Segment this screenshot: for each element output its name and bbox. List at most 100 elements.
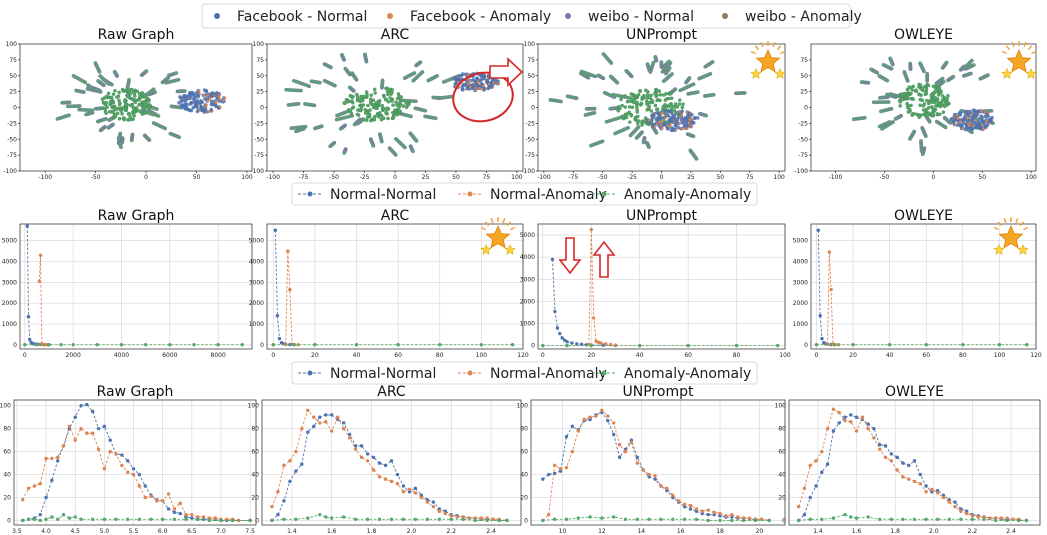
y-tick-label: 0 bbox=[13, 342, 17, 349]
facebook-normal-point bbox=[971, 108, 976, 113]
data-point bbox=[192, 343, 196, 347]
star-badge-icon-ray bbox=[484, 221, 490, 227]
legend-row2-marker-aa bbox=[601, 370, 607, 376]
data-point bbox=[401, 517, 406, 521]
cluster-point bbox=[921, 152, 925, 156]
facebook-anomaly-point bbox=[966, 116, 969, 120]
cluster-point bbox=[603, 91, 607, 95]
plot-frame bbox=[537, 223, 786, 350]
star-badge-icon-ray bbox=[754, 45, 760, 51]
data-point bbox=[296, 343, 300, 347]
cluster-point bbox=[696, 90, 700, 94]
cluster-point bbox=[668, 66, 672, 70]
data-point bbox=[589, 343, 593, 348]
core-point bbox=[629, 92, 634, 96]
cluster-point bbox=[629, 133, 633, 137]
data-point bbox=[820, 336, 824, 341]
facebook-normal-point bbox=[474, 83, 479, 88]
data-point bbox=[347, 432, 352, 437]
y-tick-label: 25 bbox=[9, 89, 17, 96]
y-tick-label: 2000 bbox=[2, 300, 17, 307]
star-badge-icon-small-0 bbox=[993, 243, 1005, 255]
cluster-point bbox=[589, 144, 593, 148]
series-normal-anomaly bbox=[825, 250, 841, 347]
cluster-point bbox=[566, 94, 570, 98]
data-point bbox=[38, 512, 42, 517]
cluster-point bbox=[177, 78, 181, 82]
data-point bbox=[377, 461, 382, 465]
cluster-point bbox=[659, 60, 663, 64]
core-point bbox=[914, 89, 919, 93]
y-tick-label: 0 bbox=[13, 105, 17, 112]
facebook-normal-point bbox=[968, 109, 972, 114]
data-point bbox=[1025, 343, 1029, 347]
cluster-point bbox=[343, 67, 347, 71]
cluster-point bbox=[711, 60, 715, 64]
core-point bbox=[128, 117, 133, 122]
cluster-point bbox=[613, 131, 617, 135]
series-line bbox=[271, 409, 508, 521]
core-point bbox=[380, 104, 385, 108]
data-point bbox=[288, 479, 292, 484]
cluster-point bbox=[647, 145, 651, 149]
data-point bbox=[912, 517, 917, 521]
core-point bbox=[629, 99, 633, 104]
facebook-anomaly-point bbox=[969, 114, 972, 117]
cluster-point bbox=[972, 63, 976, 67]
core-point bbox=[934, 104, 938, 108]
cluster-point bbox=[348, 85, 352, 89]
cluster-point bbox=[605, 120, 609, 124]
data-point bbox=[700, 509, 705, 513]
data-point bbox=[635, 517, 640, 521]
y-tick-label: -75 bbox=[254, 152, 264, 159]
cluster-point bbox=[411, 149, 415, 153]
unprompt-arrows bbox=[558, 237, 616, 278]
legend-row1-label-nn: Normal-Normal bbox=[330, 187, 436, 203]
data-point bbox=[694, 517, 699, 521]
cluster-point bbox=[970, 130, 974, 134]
core-point bbox=[391, 110, 395, 115]
cluster-point bbox=[313, 126, 317, 130]
cluster-point bbox=[183, 89, 187, 93]
cluster-point bbox=[942, 80, 946, 84]
data-point bbox=[300, 462, 304, 466]
core-point bbox=[148, 105, 152, 110]
data-point bbox=[431, 504, 436, 509]
facebook-normal-point bbox=[485, 79, 490, 83]
plot-frame bbox=[788, 399, 1041, 526]
cluster-point bbox=[962, 64, 966, 68]
data-point bbox=[570, 341, 574, 345]
core-point bbox=[645, 108, 649, 112]
cluster-point bbox=[166, 76, 170, 80]
chart-panels: Raw Graph-100 -50 0 50 100-100-75-50-2502550… bbox=[0, 27, 1042, 535]
facebook-normal-point bbox=[491, 77, 495, 82]
plot-frame bbox=[810, 223, 1037, 350]
y-tick-label: 0 bbox=[531, 105, 535, 112]
cluster-point bbox=[96, 79, 100, 83]
data-point bbox=[449, 514, 453, 518]
facebook-anomaly-point bbox=[680, 113, 684, 116]
core-point bbox=[649, 109, 654, 113]
data-point bbox=[67, 424, 72, 429]
cluster-point bbox=[84, 112, 88, 116]
data-point bbox=[395, 472, 400, 477]
data-point bbox=[401, 490, 406, 494]
core-point bbox=[110, 104, 114, 108]
facebook-normal-point bbox=[690, 112, 694, 117]
series-normal-normal bbox=[273, 228, 296, 347]
data-point bbox=[947, 500, 951, 504]
x-tick-label: 100 bbox=[773, 174, 785, 181]
core-point bbox=[135, 108, 140, 113]
core-point bbox=[133, 98, 137, 103]
core-point bbox=[623, 112, 628, 117]
data-point bbox=[796, 504, 801, 509]
series-anomaly-anomaly bbox=[23, 343, 245, 347]
series-anomaly-anomaly bbox=[21, 512, 252, 523]
core-point bbox=[104, 111, 108, 116]
core-point bbox=[906, 110, 911, 114]
legend-top-box bbox=[201, 3, 851, 29]
core-point bbox=[936, 100, 940, 105]
